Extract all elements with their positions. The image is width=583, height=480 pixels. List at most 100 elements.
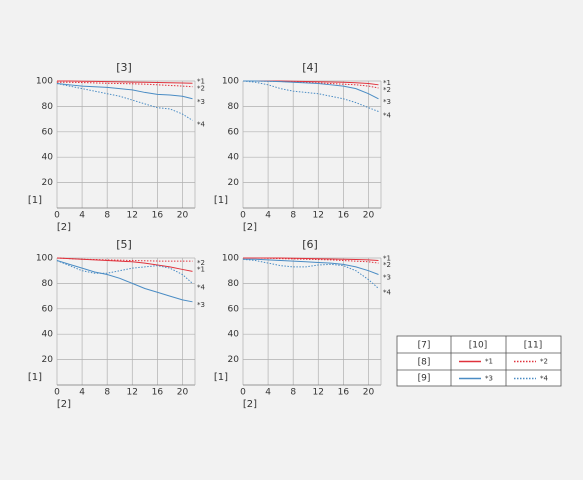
- chart-title: [5]: [116, 238, 132, 251]
- legend-table: [7] [10] [11] [8] [9]: [396, 335, 562, 387]
- y-tick-label: 20: [228, 355, 240, 365]
- x-tick-label: 8: [104, 388, 110, 398]
- x-tick-label: 16: [338, 211, 350, 221]
- chart-title: [3]: [116, 61, 132, 74]
- x-axis-label: [2]: [243, 222, 257, 233]
- line-end-label: *3: [383, 98, 391, 106]
- x-tick-label: 8: [290, 211, 296, 221]
- x-tick-label: 12: [127, 211, 138, 221]
- line-end-label: *1: [197, 265, 205, 273]
- x-tick-label: 0: [54, 388, 60, 398]
- x-tick-label: 12: [313, 211, 324, 221]
- y-tick-label: 60: [42, 304, 54, 314]
- line-end-label: *4: [197, 120, 206, 128]
- y-axis-label: [1]: [28, 372, 42, 383]
- series-line: [242, 80, 379, 112]
- series-line: [56, 257, 193, 272]
- x-tick-label: 12: [127, 388, 138, 398]
- y-tick-label: 40: [42, 153, 54, 163]
- line-end-label: *4: [383, 288, 392, 296]
- x-tick-label: 20: [177, 211, 189, 221]
- x-tick-label: 0: [54, 211, 60, 221]
- series-line: [56, 83, 193, 100]
- x-tick-label: 16: [152, 388, 164, 398]
- series-line: [56, 257, 193, 262]
- chart-title: [6]: [302, 238, 318, 251]
- series-line: [56, 260, 193, 303]
- line-end-label: *2: [197, 259, 205, 267]
- x-tick-label: 4: [265, 388, 271, 398]
- x-tick-label: 8: [104, 211, 110, 221]
- plot-area: [57, 258, 195, 385]
- x-tick-label: 0: [240, 211, 246, 221]
- x-tick-label: 4: [79, 388, 85, 398]
- y-tick-label: 40: [228, 153, 240, 163]
- x-axis-label: [2]: [57, 222, 71, 233]
- y-tick-label: 80: [228, 279, 240, 289]
- y-tick-label: 60: [42, 127, 54, 137]
- legend-label: *1: [485, 358, 493, 366]
- y-tick-label: 20: [42, 178, 54, 188]
- series-line: [243, 258, 379, 275]
- legend-column: [10]: [469, 341, 487, 351]
- series-line: [243, 257, 379, 264]
- y-tick-label: 20: [42, 355, 54, 365]
- legend-corner: [7]: [418, 341, 431, 351]
- series-line: [243, 80, 379, 89]
- line-end-label: *3: [383, 274, 391, 282]
- line-end-label: *2: [197, 85, 205, 93]
- series-line: [57, 81, 193, 88]
- y-tick-label: 100: [222, 254, 239, 264]
- x-tick-label: 20: [177, 388, 189, 398]
- x-tick-label: 12: [313, 388, 324, 398]
- y-tick-label: 100: [222, 77, 239, 87]
- chart-title: [4]: [302, 61, 318, 74]
- line-end-label: *4: [383, 111, 392, 119]
- legend-row: [8]: [418, 358, 431, 368]
- line-end-label: *4: [197, 283, 206, 291]
- legend-column: [11]: [524, 341, 542, 351]
- line-end-label: *3: [197, 98, 205, 106]
- y-axis-label: [1]: [28, 195, 42, 206]
- plot-area: [243, 258, 381, 385]
- y-tick-label: 40: [228, 330, 240, 340]
- y-tick-label: 100: [36, 254, 53, 264]
- x-axis-label: [2]: [243, 399, 257, 410]
- x-tick-label: 16: [338, 388, 350, 398]
- y-tick-label: 60: [228, 304, 240, 314]
- series-line: [56, 83, 193, 121]
- plot-area: [57, 81, 195, 208]
- line-end-label: *3: [197, 301, 205, 309]
- y-axis-label: [1]: [214, 195, 228, 206]
- series-line: [243, 80, 379, 100]
- y-tick-label: 40: [42, 330, 54, 340]
- y-tick-label: 100: [36, 77, 53, 87]
- line-end-label: *2: [383, 86, 391, 94]
- x-tick-label: 16: [152, 211, 164, 221]
- y-tick-label: 80: [42, 279, 54, 289]
- y-tick-label: 80: [228, 102, 240, 112]
- series-line: [242, 258, 379, 289]
- line-end-label: *2: [383, 261, 391, 269]
- y-axis-label: [1]: [214, 372, 228, 383]
- y-tick-label: 20: [228, 178, 240, 188]
- legend-label: *4: [540, 375, 549, 383]
- x-tick-label: 4: [79, 211, 85, 221]
- x-tick-label: 8: [290, 388, 296, 398]
- series-line: [56, 260, 193, 284]
- legend-label: *2: [540, 358, 548, 366]
- y-tick-label: 60: [228, 127, 240, 137]
- y-tick-label: 80: [42, 102, 54, 112]
- line-end-label: *1: [383, 255, 391, 263]
- x-tick-label: 20: [363, 211, 375, 221]
- legend-row: [9]: [418, 374, 431, 384]
- x-tick-label: 4: [265, 211, 271, 221]
- x-axis-label: [2]: [57, 399, 71, 410]
- x-tick-label: 0: [240, 388, 246, 398]
- plot-area: [243, 81, 381, 208]
- line-end-label: *1: [383, 79, 391, 87]
- legend-label: *3: [485, 375, 493, 383]
- x-tick-label: 20: [363, 388, 375, 398]
- series-line: [243, 257, 379, 262]
